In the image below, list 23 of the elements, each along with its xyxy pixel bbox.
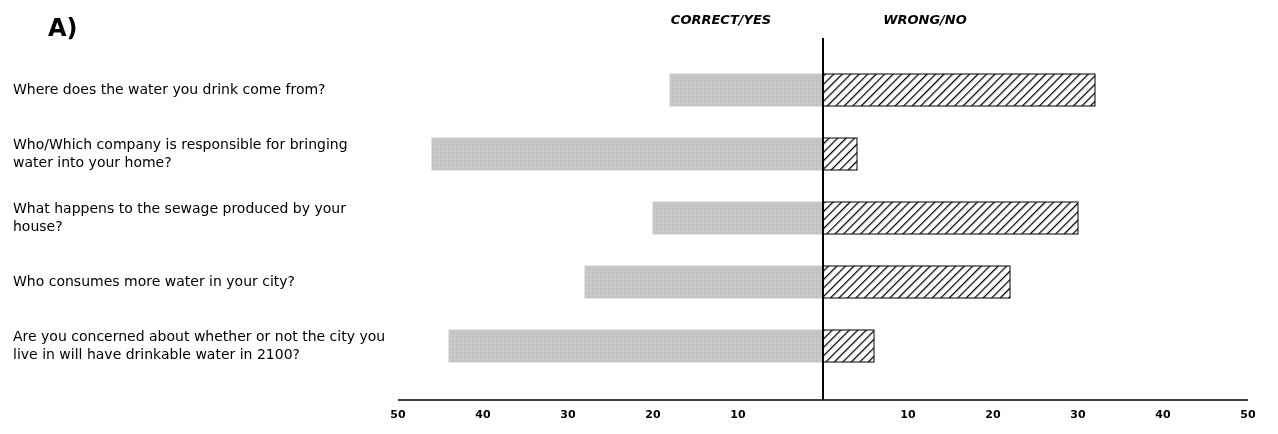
x-tick-label: 40: [1155, 408, 1171, 421]
text: CORRECT/YES: [670, 12, 772, 27]
bar: [584, 265, 824, 299]
x-tick-label: 30: [560, 408, 576, 421]
text: WRONG/NO: [883, 12, 967, 27]
x-tick-label: 40: [475, 408, 491, 421]
x-tick-label: 10: [900, 408, 916, 421]
x-tick-label: 20: [645, 408, 661, 421]
y-tick-label: What happens to the sewage produced by your house?: [13, 200, 347, 234]
x-tick-label: 30: [1070, 408, 1086, 421]
x-tick-label: 50: [1240, 408, 1256, 421]
text: A): [48, 14, 78, 42]
bar: [669, 73, 824, 107]
bar: [448, 329, 824, 363]
y-tick-label: Are you concerned about whether or not the city you live in will have drinkable water in 2100?: [13, 328, 386, 362]
bar: [652, 201, 824, 235]
x-tick-label: 20: [985, 408, 1001, 421]
y-tick-label: Who consumes more water in your city?: [13, 273, 296, 289]
x-tick-label: 50: [390, 408, 406, 421]
x-tick-label: 10: [730, 408, 746, 421]
bar: [431, 137, 824, 171]
y-tick-label: Where does the water you drink come from?: [13, 81, 326, 97]
y-tick-label: Who/Which company is responsible for bringing water into your home?: [13, 136, 348, 170]
